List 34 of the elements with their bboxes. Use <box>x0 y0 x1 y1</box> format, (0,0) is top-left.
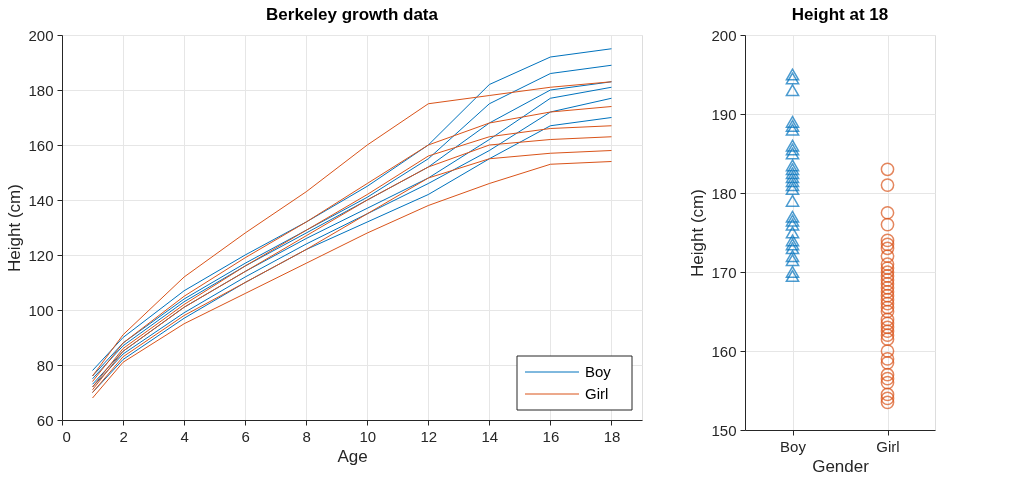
x-tick-label: 16 <box>542 427 560 445</box>
y-tick-label: 160 <box>711 342 737 360</box>
legend-label: Boy <box>585 363 612 380</box>
y-tick-label: 180 <box>28 81 54 99</box>
x-tick-label: 0 <box>62 427 71 445</box>
y-axis-title: Height (cm) <box>5 184 25 272</box>
x-axis-title: Gender <box>812 456 870 476</box>
x-tick-label: 14 <box>481 427 499 445</box>
x-axis-title: Age <box>337 446 368 466</box>
y-tick-label: 80 <box>36 356 54 374</box>
y-tick-label: 100 <box>28 301 54 319</box>
y-tick-label: 200 <box>28 26 54 44</box>
y-tick-label: 120 <box>28 246 54 264</box>
chart-title: Berkeley growth data <box>266 5 439 24</box>
x-tick-label: 8 <box>302 427 311 445</box>
x-tick-label: Boy <box>780 437 807 455</box>
x-tick-label: 10 <box>359 427 377 445</box>
y-tick-label: 200 <box>711 26 737 44</box>
x-tick-label: 2 <box>119 427 128 445</box>
x-tick-label: 4 <box>180 427 189 445</box>
x-tick-label: 6 <box>241 427 250 445</box>
y-tick-label: 180 <box>711 184 737 202</box>
y-tick-label: 140 <box>28 191 54 209</box>
y-tick-label: 60 <box>36 411 54 429</box>
chart-title: Height at 18 <box>791 5 889 24</box>
y-axis-title: Height (cm) <box>688 189 708 277</box>
x-tick-label: 18 <box>603 427 621 445</box>
x-tick-label: 12 <box>420 427 438 445</box>
y-tick-label: 190 <box>711 105 737 123</box>
legend-label: Girl <box>585 385 609 402</box>
y-tick-label: 170 <box>711 263 737 281</box>
y-tick-label: 160 <box>28 136 54 154</box>
y-tick-label: 150 <box>711 421 737 439</box>
x-tick-label: Girl <box>876 437 900 455</box>
